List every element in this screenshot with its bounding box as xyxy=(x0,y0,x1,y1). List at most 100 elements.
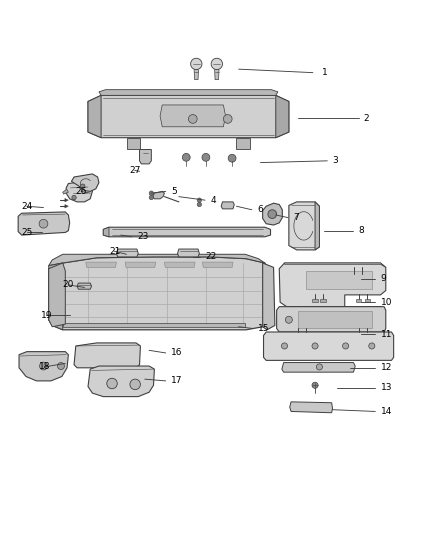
Circle shape xyxy=(130,379,141,390)
Circle shape xyxy=(191,58,202,70)
Polygon shape xyxy=(77,283,92,289)
Text: 15: 15 xyxy=(258,324,270,333)
Polygon shape xyxy=(297,311,372,328)
Text: 20: 20 xyxy=(63,280,74,289)
Polygon shape xyxy=(365,299,370,302)
Polygon shape xyxy=(164,262,195,268)
Text: 18: 18 xyxy=(39,362,51,372)
Polygon shape xyxy=(49,254,265,265)
Text: 2: 2 xyxy=(363,114,369,123)
Polygon shape xyxy=(19,352,68,381)
Text: 21: 21 xyxy=(109,247,120,256)
Text: 22: 22 xyxy=(205,253,216,261)
Circle shape xyxy=(149,195,153,200)
Polygon shape xyxy=(86,262,117,268)
Polygon shape xyxy=(152,191,164,199)
Polygon shape xyxy=(88,95,289,138)
Polygon shape xyxy=(221,202,234,209)
Circle shape xyxy=(197,198,201,203)
Polygon shape xyxy=(356,299,361,302)
Polygon shape xyxy=(276,95,289,138)
Polygon shape xyxy=(63,190,68,194)
Circle shape xyxy=(39,362,47,370)
Polygon shape xyxy=(66,181,92,202)
Polygon shape xyxy=(49,257,268,330)
Circle shape xyxy=(343,343,349,349)
Text: 26: 26 xyxy=(76,187,87,196)
Circle shape xyxy=(268,210,277,219)
Polygon shape xyxy=(99,90,278,95)
Text: 6: 6 xyxy=(258,205,263,214)
Text: 23: 23 xyxy=(137,232,148,241)
Text: 25: 25 xyxy=(21,228,33,237)
Polygon shape xyxy=(127,138,141,149)
Circle shape xyxy=(282,343,288,349)
Polygon shape xyxy=(279,263,386,306)
Circle shape xyxy=(211,58,223,70)
Text: 19: 19 xyxy=(41,311,53,320)
Text: 24: 24 xyxy=(21,202,33,211)
Circle shape xyxy=(81,184,85,188)
Text: 12: 12 xyxy=(381,364,392,372)
Polygon shape xyxy=(117,249,138,257)
Text: 13: 13 xyxy=(381,383,392,392)
Polygon shape xyxy=(277,306,386,332)
Polygon shape xyxy=(65,205,68,208)
Circle shape xyxy=(188,115,197,123)
Circle shape xyxy=(312,382,318,389)
Circle shape xyxy=(72,195,76,200)
Polygon shape xyxy=(282,362,355,372)
Polygon shape xyxy=(88,95,101,138)
Polygon shape xyxy=(320,299,325,302)
Text: 8: 8 xyxy=(359,226,364,235)
Polygon shape xyxy=(49,263,65,327)
Polygon shape xyxy=(312,299,318,302)
Circle shape xyxy=(182,154,190,161)
Polygon shape xyxy=(264,332,394,360)
Text: 4: 4 xyxy=(210,196,216,205)
Text: 16: 16 xyxy=(171,349,183,358)
Polygon shape xyxy=(315,202,319,250)
Polygon shape xyxy=(63,323,245,327)
Polygon shape xyxy=(103,227,271,237)
Polygon shape xyxy=(49,263,63,330)
Polygon shape xyxy=(74,343,141,368)
Circle shape xyxy=(39,220,48,228)
Text: 17: 17 xyxy=(171,376,183,385)
Polygon shape xyxy=(289,202,319,250)
Polygon shape xyxy=(215,70,219,79)
Text: 10: 10 xyxy=(381,298,392,307)
Circle shape xyxy=(369,343,375,349)
Text: 5: 5 xyxy=(171,187,177,196)
Polygon shape xyxy=(71,174,99,191)
Polygon shape xyxy=(125,262,155,268)
Text: 9: 9 xyxy=(381,274,386,283)
Text: 1: 1 xyxy=(321,68,327,77)
Circle shape xyxy=(316,364,322,370)
Polygon shape xyxy=(263,263,275,330)
Polygon shape xyxy=(263,203,283,225)
Text: 3: 3 xyxy=(332,156,338,165)
Text: 27: 27 xyxy=(130,166,141,175)
Polygon shape xyxy=(65,198,68,202)
Text: 7: 7 xyxy=(293,213,299,222)
Polygon shape xyxy=(237,138,250,149)
Circle shape xyxy=(149,191,153,195)
Polygon shape xyxy=(306,271,372,289)
Polygon shape xyxy=(290,402,332,413)
Circle shape xyxy=(107,378,117,389)
Polygon shape xyxy=(18,212,70,235)
Circle shape xyxy=(312,343,318,349)
Polygon shape xyxy=(140,149,151,164)
Polygon shape xyxy=(160,105,226,127)
Circle shape xyxy=(202,154,210,161)
Circle shape xyxy=(57,362,64,369)
Polygon shape xyxy=(285,263,386,268)
Polygon shape xyxy=(177,249,199,257)
Circle shape xyxy=(286,316,292,323)
Circle shape xyxy=(197,203,201,207)
Polygon shape xyxy=(194,70,198,79)
Text: 11: 11 xyxy=(381,330,392,338)
Circle shape xyxy=(228,154,236,162)
Circle shape xyxy=(223,115,232,123)
